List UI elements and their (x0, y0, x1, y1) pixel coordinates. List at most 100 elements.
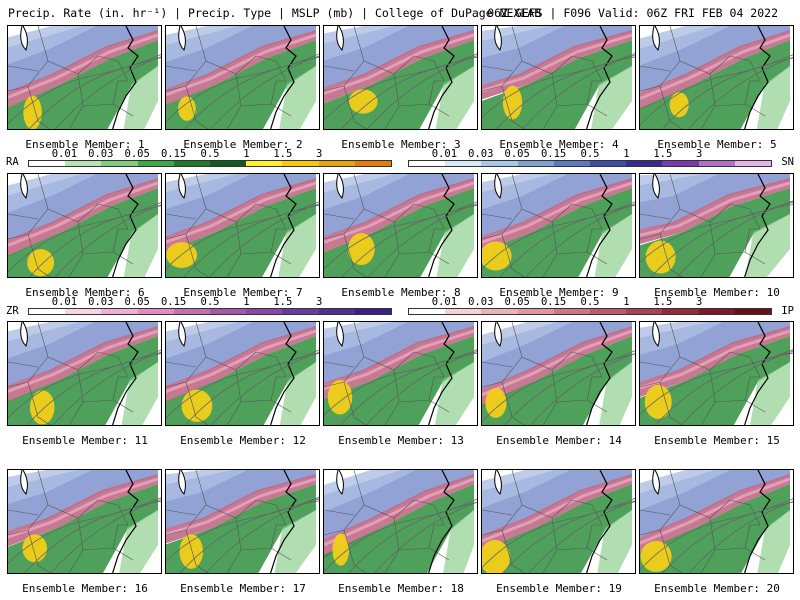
ensemble-member-label: Ensemble Member: 17 (180, 582, 306, 595)
rain-band (166, 188, 316, 277)
freezing-band-edge (166, 33, 317, 97)
ensemble-member-label: Ensemble Member: 1 (25, 138, 145, 151)
state-border (37, 470, 99, 519)
lake-outline (178, 26, 186, 51)
ensemble-member-map[interactable] (7, 469, 162, 574)
state-border (571, 55, 603, 82)
state-border (428, 524, 444, 549)
legend-tick-label: 1 (243, 148, 250, 160)
mslp-isobar (324, 53, 477, 121)
header-product-title: Precip. Rate (in. hr⁻¹) | Precip. Type |… (8, 6, 542, 20)
ensemble-member-map[interactable] (639, 469, 794, 574)
state-border (729, 351, 761, 378)
legend-tick-label: 0.15 (160, 296, 187, 308)
state-border (97, 203, 129, 230)
mslp-isobar (210, 351, 319, 425)
ensemble-member-map[interactable] (165, 469, 320, 574)
state-border (195, 470, 257, 519)
state-border (729, 55, 761, 82)
mslp-isobar (8, 497, 161, 565)
ensemble-member-map[interactable] (323, 469, 478, 574)
mslp-isobar (205, 498, 319, 573)
mslp-isobar (179, 500, 319, 573)
legend-swatch (517, 161, 554, 166)
ensemble-member-map[interactable] (481, 321, 636, 426)
legend-swatch (626, 161, 663, 166)
state-border (640, 213, 671, 220)
mslp-isobar (676, 201, 793, 277)
coastline (270, 322, 297, 425)
heavy-rain-patch (181, 389, 213, 423)
ensemble-member-map[interactable] (165, 321, 320, 426)
state-border (428, 80, 444, 105)
ensemble-member-map[interactable] (639, 321, 794, 426)
mslp-isobar (28, 205, 161, 277)
freezing-band-edge (324, 477, 475, 547)
ensemble-member-map[interactable] (323, 321, 478, 426)
freezing-band-edge (8, 181, 159, 247)
ensemble-member-map[interactable] (481, 173, 636, 278)
mslp-isobar (54, 56, 161, 129)
heavy-rain-patch (645, 240, 676, 274)
mslp-isobar (8, 53, 161, 125)
legend-swatch (318, 309, 355, 314)
state-border (482, 65, 513, 72)
legend-swatch (662, 161, 699, 166)
ensemble-member-label: Ensemble Member: 19 (496, 582, 622, 595)
light-snow-band (640, 174, 719, 203)
light-rain-band (121, 362, 158, 425)
mslp-isobar (324, 498, 477, 573)
mslp-isobar (324, 349, 477, 416)
ensemble-member-map[interactable] (481, 25, 636, 130)
lake-outline (20, 26, 28, 51)
legend-swatch (282, 161, 319, 166)
lake-outline (336, 322, 344, 347)
state-border (324, 213, 355, 220)
ensemble-member-map[interactable] (7, 173, 162, 278)
state-border (185, 233, 209, 277)
legend-color-bar (408, 308, 772, 315)
rain-band (640, 336, 790, 425)
light-rain-band (279, 66, 316, 129)
state-border (744, 524, 760, 549)
legend-tick-label: 0.5 (580, 296, 600, 308)
mixed-precip-band (482, 326, 632, 407)
ensemble-member-map[interactable] (639, 173, 794, 278)
ensemble-member-map[interactable] (481, 469, 636, 574)
freezing-band-edge (166, 329, 317, 393)
ensemble-member-map[interactable] (639, 25, 794, 130)
ensemble-member-map[interactable] (323, 25, 478, 130)
state-border (511, 470, 573, 519)
legend-tick-label: 0.01 (51, 296, 78, 308)
ensemble-member-map[interactable] (7, 321, 162, 426)
state-border (586, 80, 602, 105)
ensemble-member-map[interactable] (323, 173, 478, 278)
lake-outline (336, 26, 344, 51)
mslp-isobar (640, 54, 793, 126)
ensemble-member-map[interactable] (165, 25, 320, 130)
ensemble-member-label: Ensemble Member: 6 (25, 286, 145, 299)
heavy-rain-patch (640, 540, 672, 572)
freezing-band-edge (482, 477, 633, 543)
legend-swatch (409, 161, 446, 166)
light-rain-band (436, 214, 474, 277)
mslp-isobar (8, 349, 161, 419)
state-border (669, 174, 731, 223)
light-snow-band (8, 470, 92, 504)
mslp-isobar (28, 57, 161, 129)
ensemble-member-map[interactable] (165, 173, 320, 278)
light-snow-band (482, 470, 570, 508)
mslp-isobar (640, 200, 793, 263)
legend-swatch (246, 161, 283, 166)
mslp-isobar (504, 353, 635, 425)
state-border (112, 376, 128, 401)
lake-outline (494, 322, 502, 347)
legend-precip-type-label: SN (781, 156, 794, 168)
state-border (8, 213, 39, 220)
state-border (255, 55, 287, 82)
state-border (255, 351, 287, 378)
legend-swatch (517, 309, 554, 314)
light-snow-band (166, 470, 248, 502)
ensemble-member-map[interactable] (7, 25, 162, 130)
ensemble-member-label: Ensemble Member: 4 (499, 138, 619, 151)
